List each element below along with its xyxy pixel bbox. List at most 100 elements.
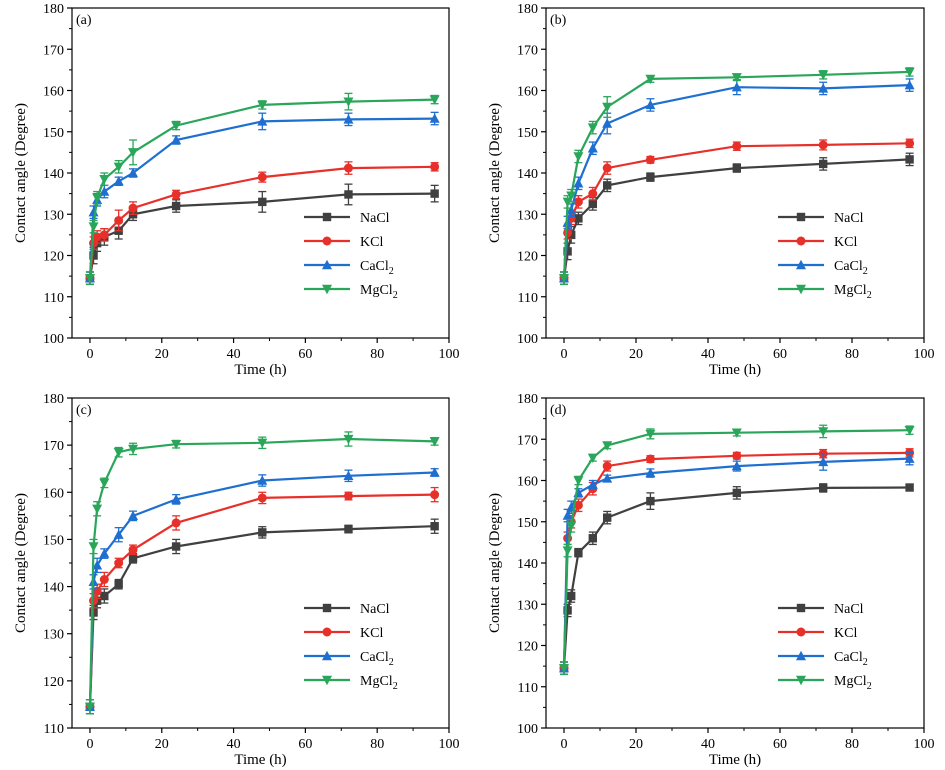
y-tick-label: 150 xyxy=(43,533,64,548)
series-mgcl2 xyxy=(84,431,440,715)
y-tick-label: 120 xyxy=(517,640,538,655)
data-point xyxy=(588,534,597,543)
data-point xyxy=(171,134,182,145)
y-tick-label: 130 xyxy=(43,208,64,223)
y-tick-label: 110 xyxy=(44,291,64,306)
series-mgcl2 xyxy=(559,67,915,286)
data-point xyxy=(128,545,138,555)
y-tick-label: 120 xyxy=(43,675,64,690)
data-point xyxy=(92,232,102,242)
legend-entry: MgCl2 xyxy=(834,283,872,301)
panel-label: (d) xyxy=(550,403,567,418)
data-point xyxy=(430,490,440,500)
data-point xyxy=(587,479,598,489)
y-tick-label: 140 xyxy=(43,167,64,182)
legend-entry: NaCl xyxy=(360,602,390,617)
data-point xyxy=(603,181,612,190)
legend-entry: CaCl2 xyxy=(834,650,868,668)
data-point xyxy=(645,429,656,440)
data-point xyxy=(114,215,124,225)
data-point xyxy=(905,483,914,492)
data-point xyxy=(587,123,598,133)
x-tick-label: 0 xyxy=(86,347,93,362)
y-tick-label: 170 xyxy=(517,433,538,448)
data-point xyxy=(645,467,656,478)
data-point xyxy=(128,148,139,158)
data-point xyxy=(430,189,439,198)
data-point xyxy=(100,591,109,601)
x-tick-label: 0 xyxy=(561,347,568,362)
data-point xyxy=(171,440,182,450)
data-point xyxy=(128,510,139,521)
data-point xyxy=(904,453,915,463)
data-point xyxy=(645,454,655,464)
data-point xyxy=(602,163,612,173)
data-point xyxy=(99,478,110,489)
data-point xyxy=(171,542,181,551)
y-tick-label: 120 xyxy=(43,250,64,265)
data-point xyxy=(113,162,124,173)
legend-marker xyxy=(796,650,806,661)
y-tick-label: 110 xyxy=(518,681,538,696)
series-line xyxy=(88,471,435,707)
data-point xyxy=(562,510,573,520)
x-tick-label: 40 xyxy=(227,737,241,752)
series-cacl2 xyxy=(559,451,915,676)
data-point xyxy=(257,100,268,111)
data-point xyxy=(128,444,139,455)
data-point xyxy=(171,518,181,528)
x-tick-label: 40 xyxy=(701,737,715,752)
legend-marker xyxy=(322,627,332,637)
x-tick-label: 60 xyxy=(773,737,787,752)
data-point xyxy=(113,176,124,186)
y-tick-label: 140 xyxy=(517,557,538,572)
legend-entry: CaCl2 xyxy=(834,259,868,277)
data-point xyxy=(257,475,268,485)
data-point xyxy=(92,504,103,514)
legend: NaCl KCl CaCl2 MgCl2 xyxy=(778,211,872,301)
data-point xyxy=(731,428,742,438)
data-point xyxy=(563,247,572,256)
y-tick-label: 180 xyxy=(43,2,64,17)
data-point xyxy=(645,74,656,85)
legend-entry: CaCl2 xyxy=(360,259,394,277)
panel-label: (b) xyxy=(550,13,567,28)
y-tick-label: 160 xyxy=(517,475,538,490)
data-point xyxy=(343,114,354,124)
x-tick-label: 100 xyxy=(439,737,460,752)
y-tick-label: 170 xyxy=(517,43,538,58)
chart-panel-3: 0 20 40 60 80 100 110 120 130 140 150 160 170 180 Time… xyxy=(13,392,460,768)
series-line xyxy=(562,451,910,669)
x-tick-label: 100 xyxy=(914,737,935,752)
series-line xyxy=(88,493,435,707)
data-point xyxy=(732,163,741,173)
data-point xyxy=(343,491,353,501)
data-point xyxy=(602,118,613,128)
x-tick-label: 0 xyxy=(86,737,93,752)
data-point xyxy=(92,193,103,203)
legend-marker xyxy=(322,675,332,686)
data-point xyxy=(92,560,103,570)
data-point xyxy=(904,67,915,78)
data-point xyxy=(128,554,138,563)
series-line xyxy=(562,486,910,669)
x-tick-label: 20 xyxy=(155,737,169,752)
legend-marker xyxy=(322,284,332,295)
data-point xyxy=(602,441,613,451)
data-point xyxy=(645,99,656,110)
legend-marker xyxy=(796,212,806,222)
legend-entry: KCl xyxy=(360,626,383,641)
data-point xyxy=(430,162,440,172)
data-point xyxy=(429,113,440,123)
data-point xyxy=(99,174,110,185)
x-tick-label: 60 xyxy=(298,737,312,752)
data-point xyxy=(99,548,110,558)
legend-marker xyxy=(796,284,806,295)
data-point xyxy=(818,140,828,150)
x-tick-label: 40 xyxy=(701,347,715,362)
y-tick-label: 180 xyxy=(43,392,64,407)
series-cacl2 xyxy=(559,78,915,286)
x-tick-label: 60 xyxy=(298,347,312,362)
data-point xyxy=(114,558,124,568)
data-point xyxy=(563,606,572,615)
